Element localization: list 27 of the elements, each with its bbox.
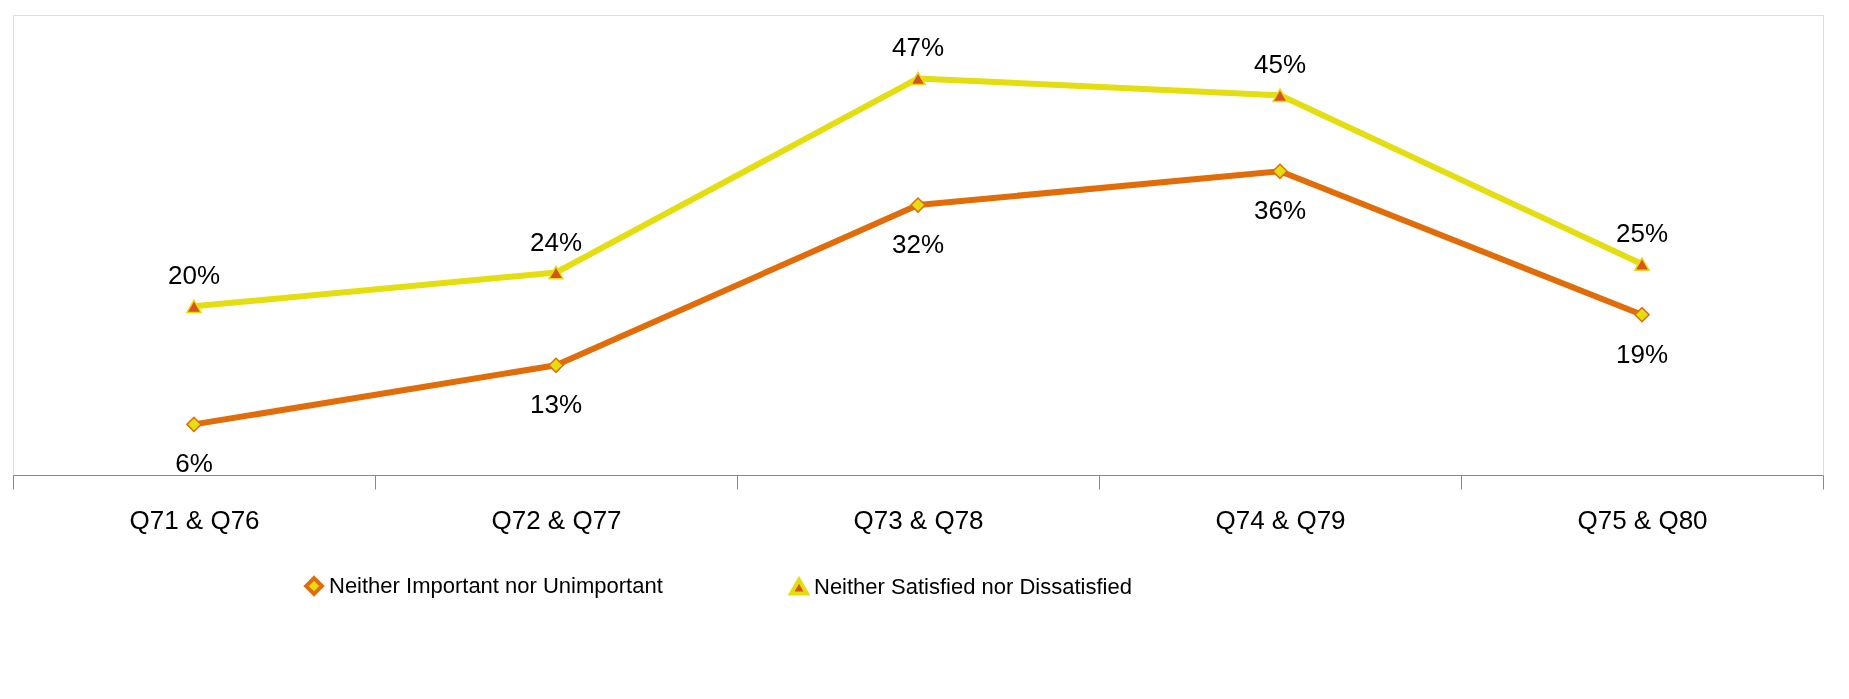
- point: [186, 299, 202, 314]
- data-label: 20%: [167, 260, 221, 291]
- point: [548, 265, 564, 280]
- data-label: 45%: [1253, 49, 1307, 80]
- point: [1634, 306, 1650, 323]
- point: [910, 71, 926, 86]
- legend-label: Neither Satisfied nor Dissatisfied: [814, 573, 1132, 599]
- x-tick-label: Q73 & Q78: [853, 504, 984, 535]
- data-label: 13%: [529, 389, 583, 420]
- point: [1272, 163, 1288, 180]
- point: [1634, 257, 1650, 271]
- data-label: 47%: [891, 32, 945, 63]
- x-tick-label: Q74 & Q79: [1215, 504, 1346, 535]
- point: [186, 416, 202, 433]
- point: [1272, 88, 1288, 103]
- data-label: 36%: [1253, 195, 1307, 226]
- data-label: 32%: [891, 229, 945, 260]
- data-label: 6%: [175, 448, 213, 479]
- x-tick-label: Q72 & Q77: [491, 504, 622, 535]
- data-label: 25%: [1615, 218, 1669, 249]
- point: [910, 197, 926, 213]
- point: [548, 357, 564, 374]
- x-tick-label: Q71 & Q76: [129, 504, 260, 535]
- legend-label: Neither Important nor Unimportant: [329, 573, 663, 599]
- data-label: 19%: [1615, 338, 1669, 369]
- x-tick-label: Q75 & Q80: [1577, 504, 1708, 535]
- data-label: 24%: [529, 226, 583, 257]
